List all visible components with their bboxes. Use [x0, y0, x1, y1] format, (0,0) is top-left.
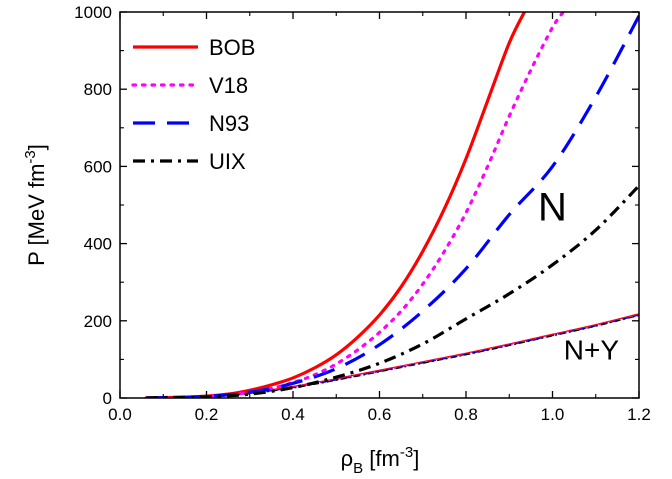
- y-axis-title-close: ]: [24, 144, 49, 150]
- legend-label-v18: V18: [209, 73, 248, 98]
- x-tick-label: 1.0: [541, 405, 565, 424]
- x-axis-title-sup: -3: [400, 444, 413, 461]
- annotation-n-y: N+Y: [564, 334, 620, 365]
- series-line-v18-n: [144, 12, 565, 398]
- x-axis-title-main: ρ: [341, 446, 354, 471]
- x-tick-label: 0.2: [195, 405, 219, 424]
- x-tick-label: 0.4: [281, 405, 305, 424]
- x-tick-label: 0.8: [454, 405, 478, 424]
- series-line-bob-n: [145, 12, 526, 398]
- y-axis-title: P [MeV fm-3]: [22, 144, 49, 266]
- legend-label-bob: BOB: [209, 35, 255, 60]
- legend-label-n93: N93: [209, 111, 249, 136]
- x-tick-label: 0.0: [108, 405, 132, 424]
- x-axis-title: ρB [fm-3]: [341, 444, 420, 477]
- series-line-n93-n: [145, 15, 639, 398]
- y-axis-title-sup: -3: [22, 150, 39, 163]
- x-axis-title-unit: [fm: [363, 446, 400, 471]
- x-tick-label: 0.6: [368, 405, 392, 424]
- y-tick-label: 200: [84, 312, 112, 331]
- x-axis-title-sub: B: [353, 460, 363, 477]
- x-axis-title-close: ]: [413, 446, 419, 471]
- x-tick-label: 1.2: [627, 405, 651, 424]
- y-tick-label: 0: [103, 389, 112, 408]
- y-tick-label: 400: [84, 235, 112, 254]
- annotation-n: N: [538, 185, 567, 229]
- legend-label-uix: UIX: [209, 149, 246, 174]
- y-tick-label: 800: [84, 80, 112, 99]
- y-tick-label: 600: [84, 157, 112, 176]
- y-axis-title-main: P [MeV fm: [24, 164, 49, 266]
- y-tick-label: 1000: [74, 3, 112, 22]
